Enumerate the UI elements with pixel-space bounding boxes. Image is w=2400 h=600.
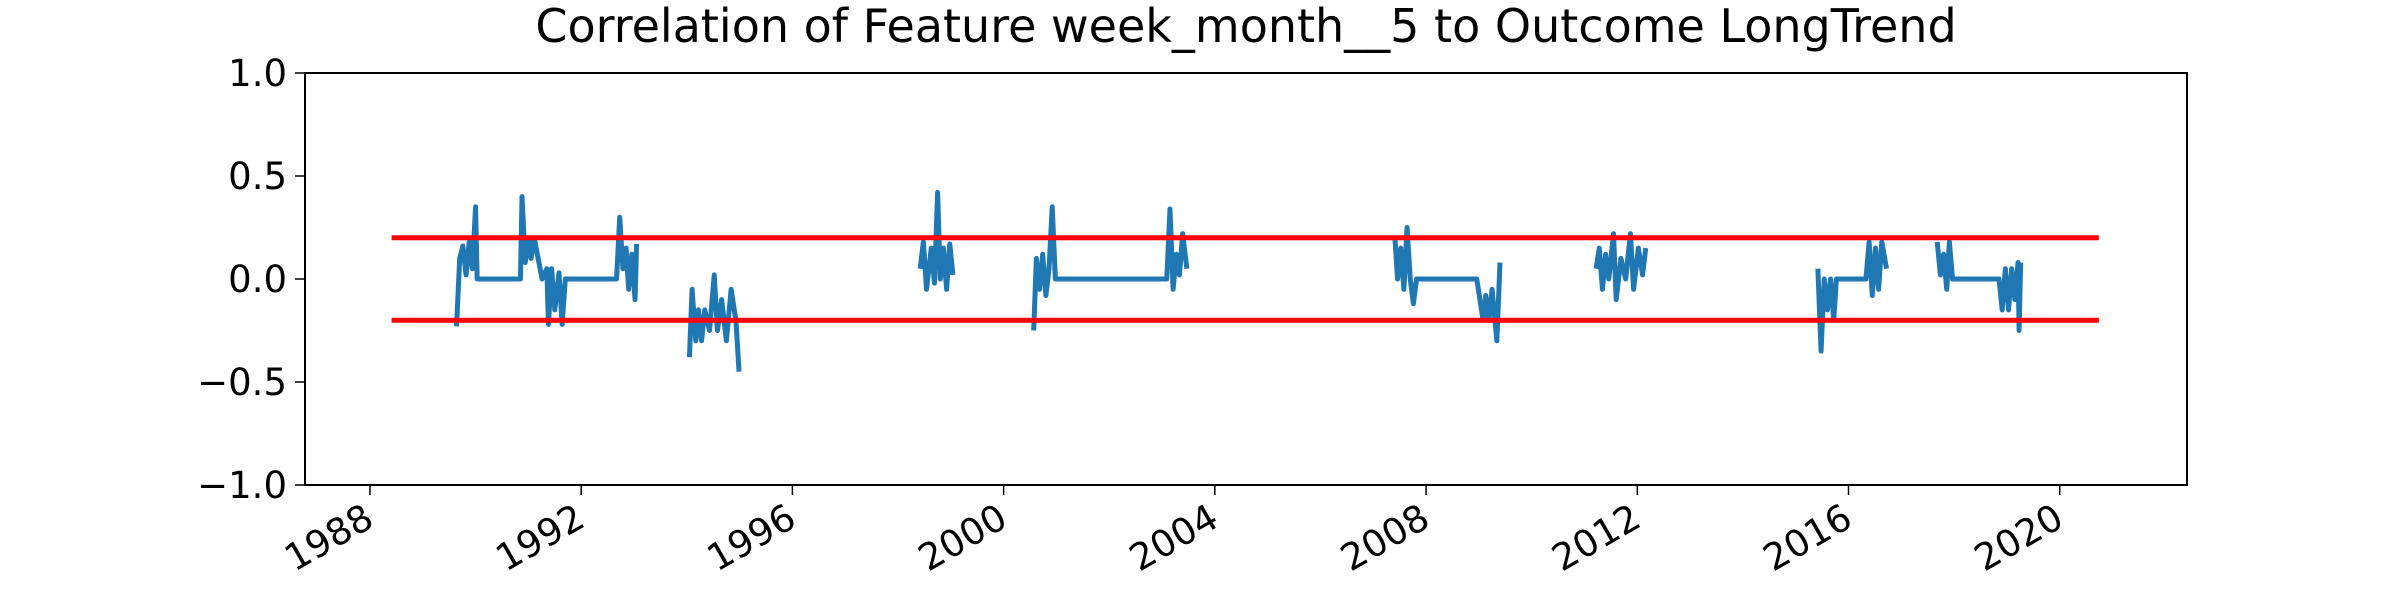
x-tick-label: 1992: [489, 496, 592, 580]
x-tick-label: 2000: [911, 496, 1014, 580]
y-tick-label: −1.0: [197, 464, 287, 507]
y-tick-label: 0.5: [228, 155, 287, 198]
y-tick-label: 0.0: [228, 258, 287, 301]
y-tick-label: −0.5: [197, 361, 287, 404]
data-line: [454, 189, 2024, 372]
x-tick-label: 2016: [1756, 496, 1859, 580]
y-tick-label: 1.0: [228, 52, 287, 95]
x-tick-label: 2008: [1334, 496, 1437, 580]
x-tick-label: 2012: [1545, 496, 1648, 580]
x-tick-label: 2004: [1122, 496, 1225, 580]
chart-title: Correlation of Feature week_month__5 to …: [535, 0, 1956, 53]
x-tick-label: 2020: [1967, 496, 2070, 580]
plot-frame: [304, 72, 2188, 486]
x-tick-label: 1996: [700, 496, 803, 580]
x-tick-label: 1988: [277, 496, 380, 580]
